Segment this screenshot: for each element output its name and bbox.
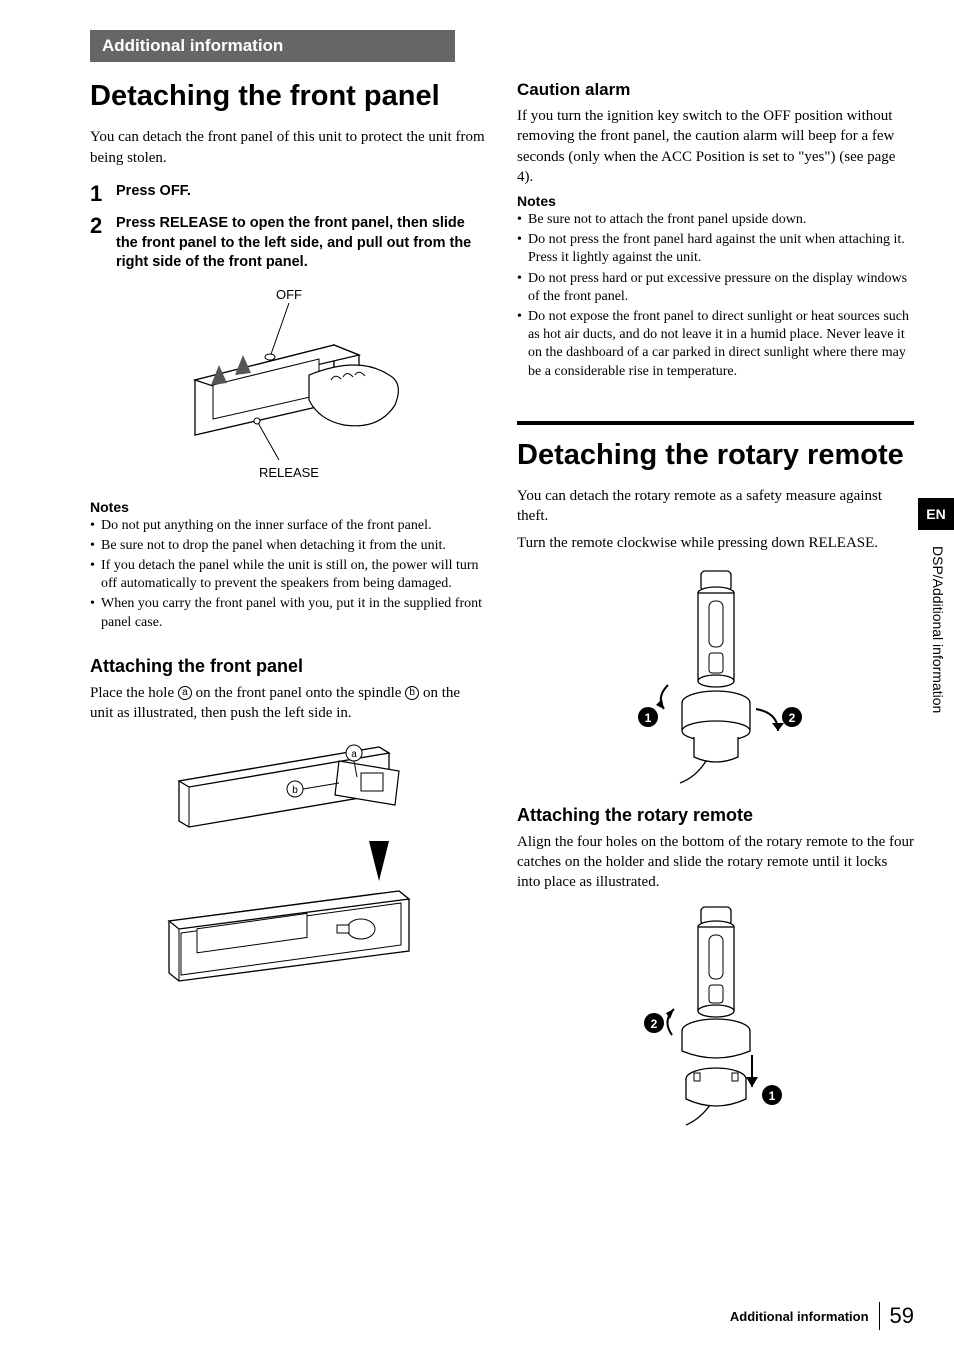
heading-attach-rotary: Attaching the rotary remote — [517, 805, 914, 826]
attach-text: Place the hole a on the front panel onto… — [90, 683, 487, 724]
page-number: 59 — [890, 1303, 914, 1329]
text-fragment: Place the hole — [90, 685, 178, 701]
diagram-attach-panel: a b — [90, 731, 487, 1011]
footer-divider — [879, 1302, 880, 1330]
caution-text: If you turn the ignition key switch to t… — [517, 106, 914, 187]
heading-detach-rotary: Detaching the rotary remote — [517, 439, 914, 472]
note-item: Do not press hard or put excessive press… — [517, 270, 914, 306]
diagram-detach-panel: OFF RELEASE — [90, 285, 487, 485]
steps-list: 1 Press OFF. 2 Press RELEASE to open the… — [90, 182, 487, 273]
callout-2-icon: 2 — [650, 1017, 657, 1031]
note-item: If you detach the panel while the unit i… — [90, 557, 487, 593]
content-columns: Detaching the front panel You can detach… — [90, 80, 914, 1145]
step-1: 1 Press OFF. — [90, 182, 487, 206]
rotary-text-2: Turn the remote clockwise while pressing… — [517, 533, 914, 553]
circled-a-label: a — [351, 749, 357, 760]
note-item: Do not put anything on the inner surface… — [90, 517, 487, 535]
section-divider — [517, 421, 914, 425]
text-fragment: on the front panel onto the spindle — [192, 685, 405, 701]
rotary-text-1: You can detach the rotary remote as a sa… — [517, 486, 914, 527]
step-2: 2 Press RELEASE to open the front panel,… — [90, 214, 487, 273]
note-item: Do not expose the front panel to direct … — [517, 308, 914, 381]
diagram-detach-rotary: 1 2 — [517, 561, 914, 791]
diagram-attach-rotary: 2 1 — [517, 901, 914, 1131]
heading-caution-alarm: Caution alarm — [517, 80, 914, 100]
attach-diagram-svg: a b — [139, 731, 439, 1011]
notes-heading: Notes — [517, 193, 914, 209]
circled-b-icon: b — [405, 686, 419, 700]
label-release: RELEASE — [259, 465, 319, 480]
step-text: Press RELEASE to open the front panel, t… — [116, 214, 487, 273]
step-text: Press OFF. — [116, 182, 191, 206]
rotary-attach-svg: 2 1 — [616, 901, 816, 1131]
step-number: 2 — [90, 214, 116, 273]
intro-text: You can detach the front panel of this u… — [90, 127, 487, 168]
section-header: Additional information — [90, 30, 455, 62]
label-off: OFF — [276, 287, 302, 302]
callout-2-icon: 2 — [788, 711, 795, 725]
heading-attach-front-panel: Attaching the front panel — [90, 656, 487, 677]
note-item: Be sure not to attach the front panel up… — [517, 211, 914, 229]
circled-b-label: b — [292, 785, 298, 796]
detach-diagram-svg: OFF RELEASE — [159, 285, 419, 485]
note-item: Be sure not to drop the panel when detac… — [90, 537, 487, 555]
side-section-label: DSP/Additional information — [930, 546, 946, 713]
attach-rotary-text: Align the four holes on the bottom of th… — [517, 832, 914, 893]
note-item: Do not press the front panel hard agains… — [517, 231, 914, 267]
language-tab: EN — [918, 498, 954, 530]
left-column: Detaching the front panel You can detach… — [90, 80, 487, 1145]
notes-list-left: Do not put anything on the inner surface… — [90, 517, 487, 632]
page-footer: Additional information 59 — [730, 1302, 914, 1330]
callout-1-icon: 1 — [644, 711, 651, 725]
right-column: Caution alarm If you turn the ignition k… — [517, 80, 914, 1145]
callout-1-icon: 1 — [768, 1089, 775, 1103]
notes-list-right: Be sure not to attach the front panel up… — [517, 211, 914, 381]
note-item: When you carry the front panel with you,… — [90, 595, 487, 631]
step-number: 1 — [90, 182, 116, 206]
heading-detach-front-panel: Detaching the front panel — [90, 80, 487, 113]
footer-section-label: Additional information — [730, 1309, 869, 1324]
rotary-detach-svg: 1 2 — [606, 561, 826, 791]
notes-heading: Notes — [90, 499, 487, 515]
circled-a-icon: a — [178, 686, 192, 700]
